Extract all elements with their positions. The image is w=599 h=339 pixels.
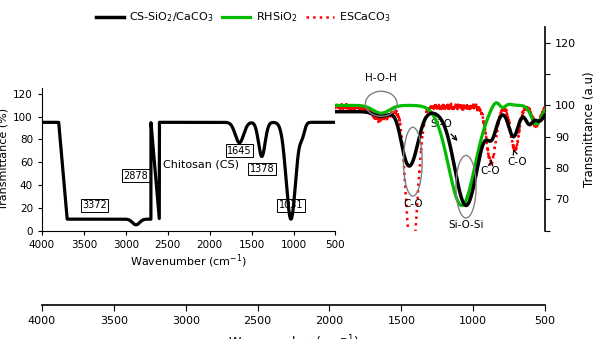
Text: Si-O: Si-O <box>431 119 456 140</box>
Text: Si-O-Si: Si-O-Si <box>448 220 484 230</box>
X-axis label: Wavenumber (cm$^{-1}$): Wavenumber (cm$^{-1}$) <box>228 334 359 339</box>
Line: RHSiO$_2$: RHSiO$_2$ <box>42 103 545 205</box>
RHSiO$_2$ <box>541 108 549 112</box>
CS-SiO$_2$/CaCO$_3$ <box>503 118 510 122</box>
RHSiO$_2$ <box>493 101 500 105</box>
RHSiO$_2$ <box>38 103 46 107</box>
Text: 3372: 3372 <box>82 200 107 211</box>
ESCaCO$_3$ <box>276 104 283 108</box>
ESCaCO$_3$ <box>503 110 510 114</box>
CS-SiO$_2$/CaCO$_3$ <box>358 110 365 114</box>
Y-axis label: Transmittance (a.u): Transmittance (a.u) <box>583 71 596 187</box>
ESCaCO$_3$ <box>309 101 316 105</box>
Line: CS-SiO$_2$/CaCO$_3$: CS-SiO$_2$/CaCO$_3$ <box>42 112 545 205</box>
RHSiO$_2$ <box>276 103 283 107</box>
RHSiO$_2$ <box>458 203 465 207</box>
RHSiO$_2$ <box>143 109 150 114</box>
Text: 1031: 1031 <box>279 200 303 211</box>
CS-SiO$_2$/CaCO$_3$ <box>541 113 549 117</box>
ESCaCO$_3$ <box>541 105 549 109</box>
CS-SiO$_2$/CaCO$_3$ <box>276 109 283 114</box>
Text: 2878: 2878 <box>123 171 149 181</box>
Text: C-O: C-O <box>403 199 423 209</box>
ESCaCO$_3$ <box>220 107 228 111</box>
Legend: CS-SiO$_2$/CaCO$_3$, RHSiO$_2$, ESCaCO$_3$: CS-SiO$_2$/CaCO$_3$, RHSiO$_2$, ESCaCO$_… <box>91 6 395 29</box>
CS-SiO$_2$/CaCO$_3$ <box>337 109 344 114</box>
RHSiO$_2$ <box>337 103 344 107</box>
Text: 1645: 1645 <box>227 146 252 156</box>
CS-SiO$_2$/CaCO$_3$ <box>38 109 46 114</box>
Text: C-O: C-O <box>480 161 500 176</box>
ESCaCO$_3$ <box>38 106 46 110</box>
Text: Chitosan (CS): Chitosan (CS) <box>164 160 239 170</box>
ESCaCO$_3$ <box>337 105 344 109</box>
CS-SiO$_2$/CaCO$_3$ <box>143 131 150 135</box>
X-axis label: Wavenumber (cm$^{-1}$): Wavenumber (cm$^{-1}$) <box>130 252 247 270</box>
Text: 1378: 1378 <box>250 164 274 174</box>
CS-SiO$_2$/CaCO$_3$ <box>462 203 470 207</box>
CS-SiO$_2$/CaCO$_3$ <box>330 109 337 114</box>
Line: ESCaCO$_3$: ESCaCO$_3$ <box>42 103 545 246</box>
RHSiO$_2$ <box>220 103 228 107</box>
ESCaCO$_3$ <box>358 106 365 110</box>
ESCaCO$_3$ <box>406 244 413 248</box>
CS-SiO$_2$/CaCO$_3$ <box>220 110 228 114</box>
Text: O-H: O-H <box>147 141 167 151</box>
Text: H-O-H: H-O-H <box>365 74 397 83</box>
Y-axis label: Transmittance (%): Transmittance (%) <box>0 108 9 211</box>
RHSiO$_2$ <box>358 104 365 108</box>
Text: C-O: C-O <box>508 151 527 167</box>
ESCaCO$_3$ <box>143 120 150 124</box>
RHSiO$_2$ <box>503 103 510 107</box>
